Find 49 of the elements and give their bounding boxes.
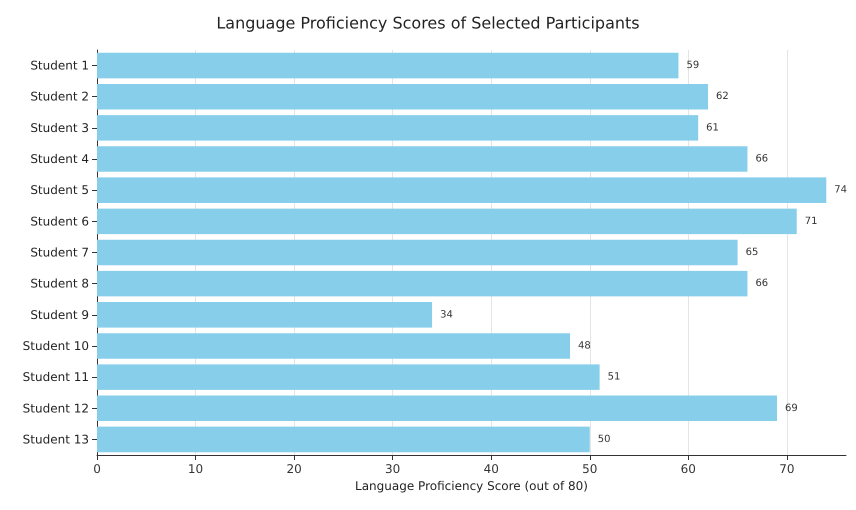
bar: [97, 240, 738, 266]
bar: [97, 333, 570, 359]
y-tick-label: Student 10: [22, 338, 89, 353]
x-tick-label: 0: [93, 462, 101, 476]
data-label: 66: [755, 278, 768, 290]
y-tick-label: Student 3: [30, 120, 89, 135]
data-label: 34: [440, 309, 453, 320]
chart-title: Language Proficiency Scores of Selected Participants: [216, 14, 640, 32]
bar: [97, 115, 698, 141]
y-tick-label: Student 7: [30, 246, 89, 260]
x-tick-label: 40: [484, 462, 499, 476]
data-label: 59: [686, 60, 700, 72]
bar: [97, 395, 778, 422]
data-label: 51: [608, 372, 620, 383]
y-tick-label: Student 11: [22, 370, 89, 384]
data-label: 71: [804, 216, 818, 227]
data-label: 62: [716, 91, 729, 102]
data-label: 50: [598, 434, 610, 445]
y-tick-label: Student 13: [22, 432, 89, 446]
bar: [97, 302, 432, 328]
bar: [97, 177, 826, 203]
y-tick-label: Student 1: [30, 58, 89, 73]
x-tick-label: 50: [582, 462, 598, 476]
y-tick-label: Student 5: [30, 183, 89, 198]
bar: [97, 364, 600, 390]
bar: [97, 84, 708, 110]
data-label: 66: [755, 154, 768, 165]
y-tick-label: Student 6: [30, 214, 89, 228]
bar: [97, 52, 678, 78]
x-tick-label: 10: [188, 462, 204, 476]
data-label: 65: [746, 247, 758, 258]
y-tick-label: Student 8: [30, 276, 89, 291]
x-tick-label: 20: [286, 462, 302, 476]
bar: [97, 270, 748, 296]
x-tick-label: 70: [779, 462, 795, 476]
x-axis-title: Language Proficiency Score (out of 80): [355, 478, 588, 493]
y-tick-label: Student 2: [30, 90, 89, 104]
y-tick-label: Student 12: [22, 401, 89, 416]
data-label: 61: [706, 122, 719, 134]
y-tick-label: Student 9: [30, 308, 89, 322]
bar: [97, 426, 590, 452]
bar: [97, 146, 748, 172]
data-label: 48: [578, 340, 591, 352]
x-tick-label: 60: [680, 462, 696, 476]
data-label: 74: [834, 184, 848, 196]
x-tick-label: 30: [385, 462, 400, 476]
y-tick-label: Student 4: [30, 152, 89, 166]
data-label: 69: [785, 402, 798, 414]
bar: [97, 208, 797, 234]
